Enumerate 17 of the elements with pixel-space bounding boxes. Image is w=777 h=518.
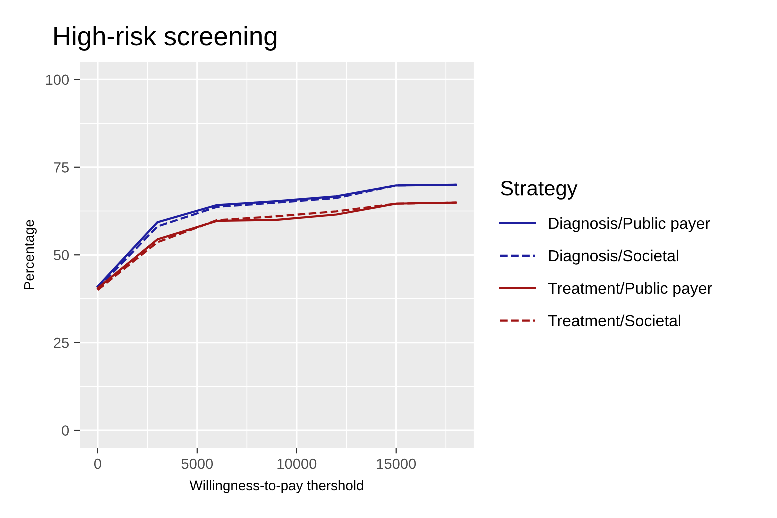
y-tick-label: 50 — [54, 250, 70, 261]
legend-label: Diagnosis/Public payer — [549, 217, 710, 232]
x-axis-title: Willingness-to-pay thershold — [190, 480, 364, 494]
chart-title: High-risk screening — [54, 26, 277, 51]
y-tick-label: 100 — [46, 74, 70, 86]
x-tick-label: 0 — [94, 458, 102, 470]
x-tick-label: 15000 — [377, 458, 416, 470]
x-tick-label: 5000 — [182, 458, 214, 470]
legend-label: Diagnosis/Societal — [549, 250, 678, 265]
y-tick-label: 25 — [54, 338, 70, 348]
y-axis-title: Percentage — [24, 220, 37, 290]
legend-title: Strategy — [501, 181, 578, 200]
y-tick-label: 75 — [54, 162, 70, 173]
x-tick-label: 10000 — [278, 458, 317, 470]
y-tick-label: 0 — [62, 426, 70, 436]
legend-label: Treatment/Societal — [548, 314, 680, 327]
legend-label: Treatment/Public payer — [548, 282, 712, 298]
